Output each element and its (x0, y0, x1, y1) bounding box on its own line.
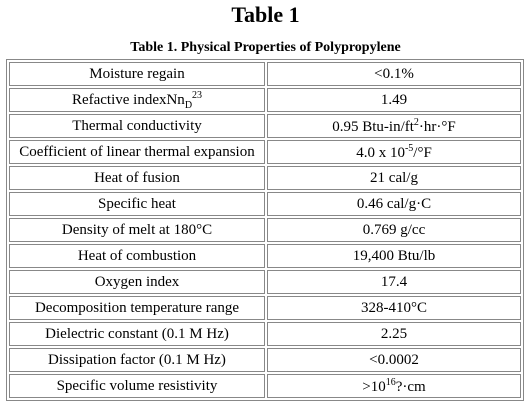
cell-text: 2.25 (380, 325, 408, 342)
cell-text: ·hr·°F (418, 118, 456, 135)
table-row: Heat of combustion 19,400 Btu/lb (9, 244, 521, 268)
cell-text: Specific volume resistivity (56, 377, 218, 394)
table-row: Coefficient of linear thermal expansion 4… (9, 140, 521, 164)
cell-text: Coefficient of linear thermal expansion (19, 143, 255, 160)
cell-text: ?·cm (395, 378, 426, 395)
table-row: Specific heat 0.46 cal/g·C (9, 192, 521, 216)
cell-text: Dissipation factor (0.1 M Hz) (48, 351, 226, 368)
cell-text: 0.95 Btu-in/ft (332, 118, 414, 135)
table-row: Density of melt at 180°C 0.769 g/cc (9, 218, 521, 242)
cell-text: >10 (362, 378, 386, 395)
cell-text: 4.0 x 10 (356, 144, 405, 161)
property-name: Moisture regain (9, 62, 265, 86)
property-value: 0.46 cal/g·C (267, 192, 521, 216)
property-value: <0.1% (267, 62, 521, 86)
property-value: 2.25 (267, 322, 521, 346)
superscript: 16 (385, 376, 396, 388)
property-value: 1.49 (267, 88, 521, 112)
property-value: 0.769 g/cc (267, 218, 521, 242)
cell-text: <0.0002 (369, 351, 419, 368)
property-name: Specific volume resistivity (9, 374, 265, 398)
table-row: Oxygen index 17.4 (9, 270, 521, 294)
table-body: Moisture regain <0.1% Refactive indexNnD23… (9, 62, 521, 398)
table-row: Dissipation factor (0.1 M Hz) <0.0002 (9, 348, 521, 372)
cell-text: Heat of combustion (77, 247, 197, 264)
cell-text: Refactive indexNn (71, 91, 185, 108)
property-value: 328-410°C (267, 296, 521, 320)
property-name: Dielectric constant (0.1 M Hz) (9, 322, 265, 346)
title: Table 1 (231, 2, 300, 27)
superscript: -5 (404, 142, 414, 154)
table-row: Refactive indexNnD23 1.49 (9, 88, 521, 112)
cell-text: /°F (413, 144, 432, 161)
property-value: >1016?·cm (267, 374, 521, 398)
table-caption: Table 1. Physical Properties of Polyprop… (130, 40, 401, 55)
table-row: Specific volume resistivity >1016?·cm (9, 374, 521, 398)
table-row: Heat of fusion 21 cal/g (9, 166, 521, 190)
table-row: Moisture regain <0.1% (9, 62, 521, 86)
property-name: Specific heat (9, 192, 265, 216)
property-value: 19,400 Btu/lb (267, 244, 521, 268)
property-name: Thermal conductivity (9, 114, 265, 138)
properties-table: Moisture regain <0.1% Refactive indexNnD23… (6, 59, 524, 401)
property-name: Heat of fusion (9, 166, 265, 190)
cell-text: 19,400 Btu/lb (352, 247, 436, 264)
cell-text: 17.4 (380, 273, 408, 290)
property-value: 17.4 (267, 270, 521, 294)
cell-text: 0.769 g/cc (362, 221, 426, 238)
table-row: Thermal conductivity 0.95 Btu-in/ft2·hr·°… (9, 114, 521, 138)
cell-text: 1.49 (380, 91, 408, 108)
table-row: Dielectric constant (0.1 M Hz) 2.25 (9, 322, 521, 346)
cell-text: 21 cal/g (370, 169, 418, 186)
cell-text: Thermal conductivity (72, 117, 202, 134)
property-name: Density of melt at 180°C (9, 218, 265, 242)
property-value: 21 cal/g (267, 166, 521, 190)
property-value: <0.0002 (267, 348, 521, 372)
cell-text: Density of melt at 180°C (61, 221, 213, 238)
cell-text: <0.1% (374, 65, 414, 82)
property-name: Heat of combustion (9, 244, 265, 268)
property-value: 0.95 Btu-in/ft2·hr·°F (267, 114, 521, 138)
table-row: Decomposition temperature range 328-410°C (9, 296, 521, 320)
cell-text: 0.46 cal/g·C (356, 195, 432, 212)
property-name: Refactive indexNnD23 (9, 88, 265, 112)
property-name: Coefficient of linear thermal expansion (9, 140, 265, 164)
subscript: D (184, 99, 193, 111)
cell-text: Decomposition temperature range (34, 299, 240, 316)
cell-text: Oxygen index (94, 273, 180, 290)
cell-text: 328-410°C (361, 299, 427, 316)
superscript: 23 (192, 89, 203, 101)
property-name: Dissipation factor (0.1 M Hz) (9, 348, 265, 372)
cell-text: Dielectric constant (0.1 M Hz) (45, 325, 229, 342)
superscript: 2 (413, 116, 419, 128)
property-value: 4.0 x 10-5/°F (267, 140, 521, 164)
property-name: Decomposition temperature range (9, 296, 265, 320)
cell-text: Heat of fusion (94, 169, 180, 186)
property-name: Oxygen index (9, 270, 265, 294)
cell-text: Specific heat (98, 195, 176, 212)
cell-text: Moisture regain (89, 65, 185, 82)
